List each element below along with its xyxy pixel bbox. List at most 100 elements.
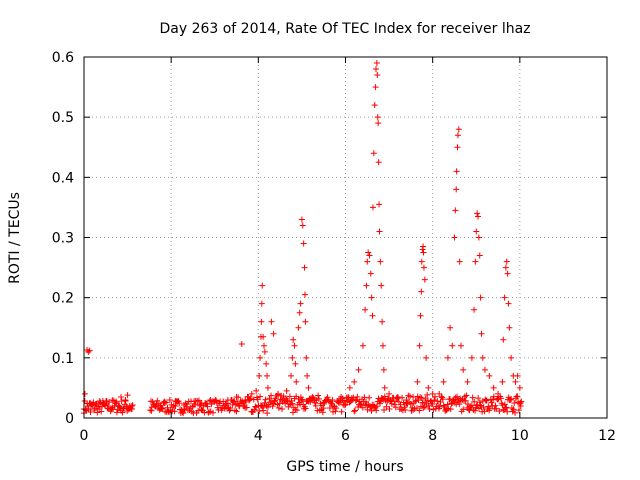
data-point — [305, 384, 312, 391]
baseline-marker — [515, 407, 522, 414]
data-point — [505, 300, 512, 307]
data-point — [216, 399, 223, 406]
data-point — [449, 342, 456, 349]
data-point — [258, 300, 265, 307]
baseline-marker — [383, 403, 390, 410]
data-point — [478, 330, 485, 337]
data-point — [373, 60, 380, 67]
data-point — [260, 342, 267, 349]
baseline-marker — [476, 399, 483, 406]
data-point — [376, 228, 383, 235]
baseline-marker — [164, 404, 171, 411]
baseline-marker — [299, 396, 306, 403]
baseline-marker — [386, 405, 393, 412]
data-point — [379, 318, 386, 325]
baseline-marker — [268, 392, 275, 399]
data-point — [172, 402, 179, 409]
data-point — [378, 282, 385, 289]
baseline-marker — [227, 406, 234, 413]
x-tick-label: 0 — [80, 428, 89, 444]
data-point — [429, 390, 436, 397]
data-point — [165, 408, 172, 415]
data-point — [264, 372, 271, 379]
data-point — [259, 282, 266, 289]
data-point — [290, 336, 297, 343]
baseline-marker — [113, 398, 120, 405]
data-point — [104, 402, 111, 409]
data-point — [365, 249, 372, 256]
baseline-marker — [231, 407, 238, 414]
data-point — [303, 354, 310, 361]
baseline-marker — [512, 409, 519, 416]
baseline-marker — [342, 401, 349, 408]
baseline-marker — [496, 408, 503, 415]
data-point — [291, 342, 298, 349]
baseline-marker — [113, 409, 120, 416]
data-point — [452, 207, 459, 214]
x-tick-label: 12 — [598, 428, 616, 444]
data-point — [299, 222, 306, 229]
baseline-marker — [341, 402, 348, 409]
data-point — [148, 407, 155, 414]
data-point — [414, 378, 421, 385]
baseline-marker — [149, 398, 156, 405]
data-point — [157, 405, 164, 412]
data-point — [366, 252, 373, 259]
baseline-marker — [406, 393, 413, 400]
baseline-marker — [210, 409, 217, 416]
data-point — [417, 312, 424, 319]
baseline-marker — [366, 394, 373, 401]
data-point — [224, 396, 231, 403]
data-point — [381, 384, 388, 391]
baseline-marker — [256, 407, 263, 414]
data-point — [472, 258, 479, 265]
data-point — [420, 249, 427, 256]
baseline-marker — [402, 406, 409, 413]
baseline-marker — [469, 394, 476, 401]
data-point — [233, 393, 240, 400]
x-tick-label: 4 — [254, 428, 263, 444]
baseline-marker — [425, 402, 432, 409]
x-tick-label: 10 — [511, 428, 529, 444]
data-point — [495, 390, 502, 397]
baseline-marker — [116, 403, 123, 410]
data-point — [440, 378, 447, 385]
data-point — [359, 342, 366, 349]
baseline-marker — [257, 393, 264, 400]
baseline-marker — [381, 406, 388, 413]
data-point — [481, 366, 488, 373]
data-point — [444, 354, 451, 361]
baseline-marker — [293, 407, 300, 414]
baseline-marker — [424, 391, 431, 398]
data-point — [464, 378, 471, 385]
baseline-marker — [197, 401, 204, 408]
baseline-marker — [333, 405, 340, 412]
baseline-marker — [460, 406, 467, 413]
data-point — [468, 354, 475, 361]
baseline-marker — [472, 407, 479, 414]
baseline-marker — [302, 405, 309, 412]
data-point — [100, 399, 107, 406]
baseline-marker — [247, 395, 254, 402]
data-point — [394, 393, 401, 400]
baseline-marker — [475, 395, 482, 402]
baseline-marker — [288, 397, 295, 404]
baseline-marker — [399, 394, 406, 401]
data-point — [96, 405, 103, 412]
data-point — [379, 342, 386, 349]
data-point — [373, 66, 380, 73]
baseline-marker — [220, 398, 227, 405]
baseline-marker — [264, 404, 271, 411]
baseline-marker — [373, 407, 380, 414]
data-point — [416, 342, 423, 349]
baseline-marker — [276, 400, 283, 407]
data-point — [476, 252, 483, 259]
grid-lines — [84, 57, 607, 418]
data-point — [372, 84, 379, 91]
baseline-marker — [338, 408, 345, 415]
data-point — [293, 378, 300, 385]
data-point — [447, 324, 454, 331]
baseline-marker — [275, 404, 282, 411]
baseline-marker — [463, 392, 470, 399]
baseline-marker — [490, 393, 497, 400]
